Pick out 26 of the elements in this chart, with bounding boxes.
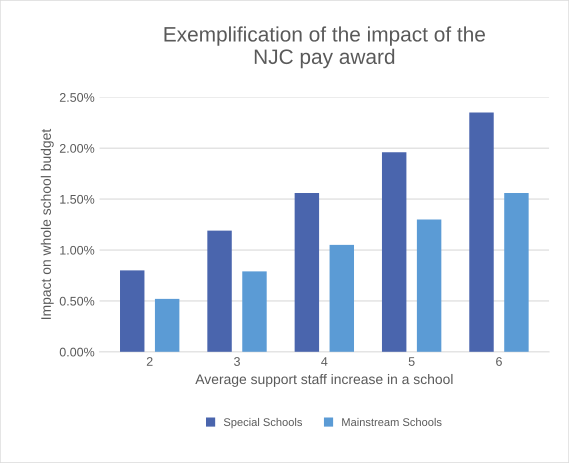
x-tick-label: 6 [496,357,502,366]
bar [242,271,267,352]
bar [416,219,442,352]
bar [294,192,320,352]
bar [504,192,529,352]
y-tick-label: 1.00% [60,246,94,255]
bar [154,298,180,352]
legend-label: Special Schools [224,418,302,428]
bar [120,270,144,352]
chart-title: Exemplification of the impact of the NJC pay award [164,26,485,68]
x-axis-title: Average support staff increase in a school [195,374,452,387]
y-tick-label: 0.50% [60,296,94,306]
x-tick-label: 2 [146,357,153,366]
y-tick-label: 1.50% [60,194,94,204]
y-axis-title: Impact on whole school budget [40,128,54,320]
y-tick-label: 2.50% [60,93,94,102]
x-tick-label: 5 [408,357,415,366]
y-tick-label: 0.00% [60,348,94,357]
bar [207,230,232,352]
bar [330,244,354,352]
y-tick-label: 2.00% [60,144,94,153]
x-tick-label: 3 [234,357,240,366]
x-tick-label: 4 [321,357,328,366]
bar [382,152,406,352]
bar [469,112,494,352]
legend-label: Mainstream Schools [342,418,442,426]
